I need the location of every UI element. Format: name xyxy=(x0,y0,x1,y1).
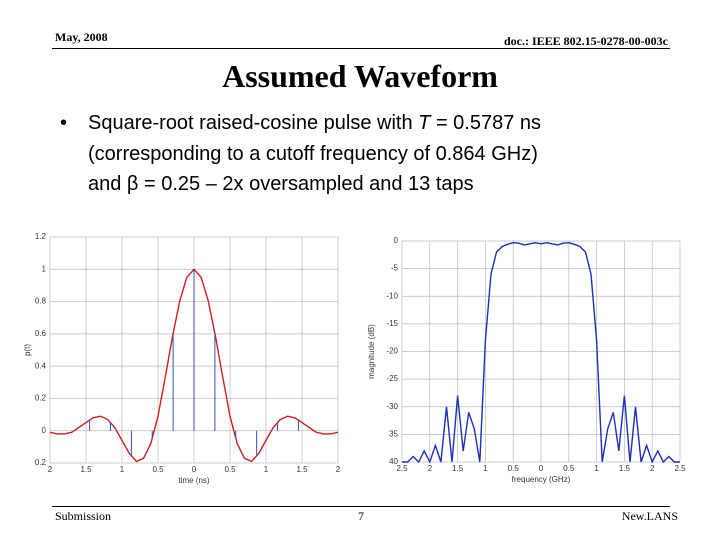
y-tick-label: 0.4 xyxy=(35,361,47,370)
y-tick-label: 0.2 xyxy=(35,458,47,467)
bullet-marker: • xyxy=(60,112,68,134)
y-tick-label: 35 xyxy=(389,429,398,438)
bullet-line: Square-root raised-cosine pulse with T =… xyxy=(60,108,541,139)
x-tick-label: 1.5 xyxy=(80,465,92,474)
bullet-line: (corresponding to a cutoff frequency of … xyxy=(88,142,538,165)
x-tick-label: 1.5 xyxy=(619,464,631,473)
y-axis-label: magnitude (dB) xyxy=(367,324,376,379)
y-tick-label: -15 xyxy=(386,319,398,328)
y-tick-label: 0.8 xyxy=(35,297,47,306)
y-tick-label: -20 xyxy=(386,347,398,356)
footer-left: Submission xyxy=(55,509,112,523)
y-axis-label: p(t) xyxy=(23,344,32,356)
bullet-line: and β = 0.25 – 2x oversampled and 13 tap… xyxy=(88,173,474,195)
footer-rule xyxy=(52,506,670,507)
x-tick-label: 2 xyxy=(336,465,341,474)
y-tick-label: 0.2 xyxy=(35,394,47,403)
y-tick-label: 1.2 xyxy=(35,232,47,241)
x-tick-label: 0 xyxy=(192,465,197,474)
y-tick-label: -5 xyxy=(391,264,399,273)
y-tick-label: -10 xyxy=(386,291,398,300)
x-tick-label: 0.5 xyxy=(508,464,520,473)
header-date: May, 2008 xyxy=(55,30,108,44)
footer-page: 7 xyxy=(358,509,364,523)
header-rule xyxy=(52,48,670,49)
x-tick-label: 2 xyxy=(650,464,655,473)
x-axis-label: time (ns) xyxy=(178,476,209,485)
x-tick-label: 0.5 xyxy=(563,464,575,473)
footer-right: New.LANS xyxy=(621,509,678,523)
y-tick-label: 40 xyxy=(389,457,398,466)
header-doc: doc.: IEEE 802.15-0278-00-003c xyxy=(504,34,668,48)
bullet: • Square-root raised-cosine pulse with T… xyxy=(60,108,541,200)
x-tick-label: 0.5 xyxy=(224,465,236,474)
x-tick-label: 1 xyxy=(483,464,488,473)
y-tick-label: 0.6 xyxy=(35,329,47,338)
x-tick-label: 2.5 xyxy=(396,464,408,473)
x-tick-label: 1 xyxy=(264,465,269,474)
x-tick-label: 1 xyxy=(120,465,125,474)
x-tick-label: 2.5 xyxy=(674,464,686,473)
y-tick-label: 0 xyxy=(394,236,399,245)
x-tick-label: 2 xyxy=(48,465,53,474)
x-axis-label: frequency (GHz) xyxy=(512,475,571,484)
text: T xyxy=(418,112,431,134)
y-tick-label: 1 xyxy=(42,264,47,273)
text: = 0.5787 ns xyxy=(430,112,542,134)
x-tick-label: 1.5 xyxy=(296,465,308,474)
x-tick-label: 2 xyxy=(428,464,433,473)
x-tick-label: 1.5 xyxy=(452,464,464,473)
y-tick-label: 0 xyxy=(42,426,47,435)
x-tick-label: 1 xyxy=(594,464,599,473)
y-tick-label: -30 xyxy=(386,402,398,411)
slide-title: Assumed Waveform xyxy=(222,58,498,94)
x-tick-label: 0.5 xyxy=(152,465,164,474)
text: Square-root raised-cosine pulse with xyxy=(88,112,419,134)
series-line xyxy=(402,241,680,464)
x-tick-label: 0 xyxy=(539,464,544,473)
y-tick-label: -25 xyxy=(386,374,398,383)
